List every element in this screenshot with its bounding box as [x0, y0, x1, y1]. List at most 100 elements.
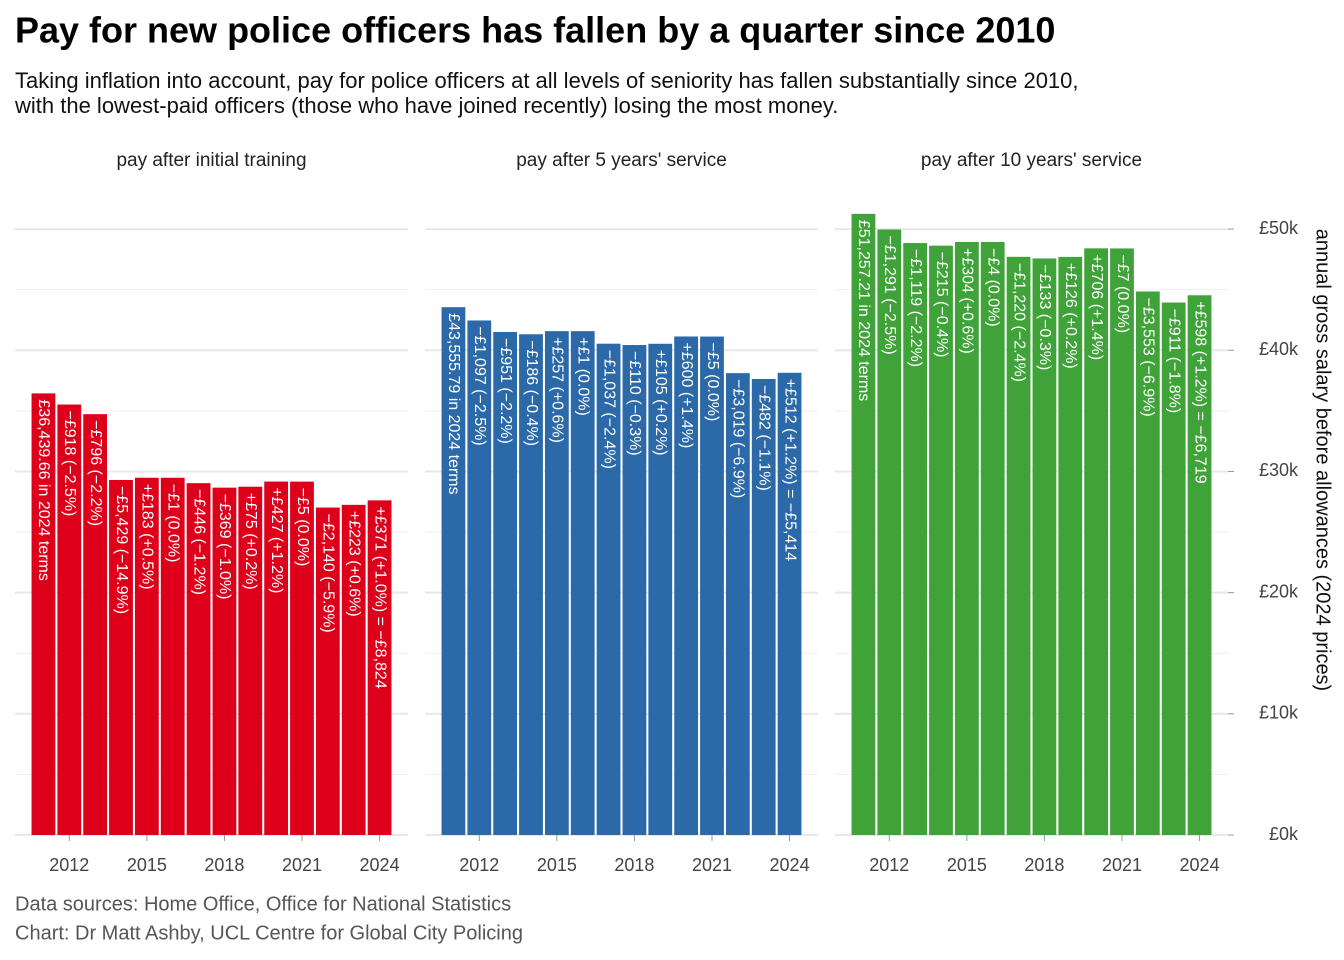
bar-label: −£1,037 (−2.4%) [600, 350, 617, 469]
y-tick-label: £0k [1269, 824, 1299, 844]
bar [160, 477, 185, 835]
bar [980, 242, 1005, 835]
bar [264, 481, 289, 835]
bar [1006, 256, 1031, 836]
bar [493, 331, 518, 835]
bar-label: −£4 (0.0%) [984, 248, 1001, 327]
x-tick-label: 2018 [614, 855, 654, 875]
bar [903, 243, 928, 836]
caption: Chart: Dr Matt Ashby, UCL Centre for Glo… [15, 922, 523, 944]
x-tick-label: 2021 [282, 855, 322, 875]
x-tick-label: 2024 [360, 855, 400, 875]
bar [1032, 258, 1057, 835]
bar-label: +£75 (+0.2%) [242, 493, 259, 590]
bar-label: +£183 (+0.5%) [139, 484, 156, 590]
x-tick-label: 2024 [1180, 855, 1220, 875]
bar-label: −£7 (0.0%) [1114, 254, 1131, 333]
facet-title: pay after initial training [116, 150, 306, 171]
bar [751, 378, 776, 835]
bar [519, 334, 543, 835]
bar [1135, 291, 1160, 836]
bar [441, 307, 466, 835]
bar [954, 241, 979, 835]
bar-label: +£371 (+1.0%) = −£8,824 [371, 506, 388, 688]
x-tick-label: 2015 [947, 855, 987, 875]
bar [83, 414, 108, 835]
subtitle: Taking inflation into account, pay for p… [15, 68, 1079, 93]
bar-label: −£951 (−2.2%) [497, 338, 514, 444]
bar-label: −£911 (−1.8%) [1165, 309, 1182, 414]
bar [109, 479, 133, 835]
bar-label: −£1,119 (−2.2%) [907, 249, 924, 367]
bar [238, 486, 263, 835]
bar [1161, 302, 1186, 835]
x-tick-label: 2021 [692, 855, 732, 875]
bar-label: +£257 (+0.6%) [549, 337, 566, 443]
bar [134, 477, 159, 835]
y-tick-label: £10k [1259, 703, 1299, 723]
bar-label: −£1,291 (−2.5%) [881, 235, 898, 354]
bar-label: −£3,553 (−6.9%) [1140, 297, 1157, 416]
y-tick-label: £20k [1259, 581, 1299, 601]
bar [315, 507, 340, 835]
bar-label: −£110 (−0.3%) [626, 351, 643, 456]
bar-label: +£598 (+1.2%) = −£6,719 [1191, 301, 1208, 483]
bar-label: −£446 (−1.2%) [190, 489, 207, 595]
bar [877, 229, 902, 835]
bar-label: −£5,429 (−14.9%) [113, 486, 130, 614]
y-tick-label: £50k [1259, 218, 1299, 238]
bar-label: +£126 (+0.2%) [1062, 263, 1079, 369]
bar-label: −£2,140 (−5.9%) [320, 514, 337, 633]
bar-label: +£223 (+0.6%) [345, 511, 362, 617]
bar-label: +£105 (+0.2%) [652, 350, 669, 456]
bar [648, 343, 673, 835]
bar [1084, 248, 1109, 836]
bar [1058, 256, 1083, 836]
bar [674, 336, 699, 835]
bar [212, 487, 237, 835]
bar-label: −£1,097 (−2.5%) [471, 326, 488, 445]
bar-label: −£133 (−0.3%) [1036, 264, 1053, 370]
x-tick-label: 2012 [869, 855, 909, 875]
chart-title: Pay for new police officers has fallen b… [15, 10, 1055, 51]
bar-label: −£1 (0.0%) [164, 484, 181, 563]
bar [570, 331, 595, 835]
bar-label: £51,257.21 in 2024 terms [855, 220, 872, 401]
bar-label: +£304 (+0.6%) [959, 248, 976, 354]
bar-label: −£482 (−1.1%) [755, 385, 772, 491]
caption: Data sources: Home Office, Office for Na… [15, 893, 511, 915]
bar [341, 504, 366, 835]
bar-label: −£5 (0.0%) [704, 343, 721, 422]
x-tick-label: 2024 [770, 855, 810, 875]
bar-label: +£1 (0.0%) [574, 337, 591, 416]
bar [31, 393, 56, 835]
bar [596, 343, 621, 835]
bar [851, 213, 876, 835]
bar [1110, 248, 1134, 836]
bar-label: +£427 (+1.2%) [268, 488, 285, 594]
bar-label: +£706 (+1.4%) [1088, 254, 1105, 360]
bar-label: −£3,019 (−6.9%) [730, 379, 747, 498]
bar [700, 336, 724, 835]
bar [367, 500, 392, 835]
x-tick-label: 2012 [459, 855, 499, 875]
bar [1187, 295, 1212, 835]
bar [929, 245, 953, 835]
bar-label: −£796 (−2.2%) [87, 420, 104, 526]
bar [186, 483, 211, 835]
bar-label: −£215 (−0.4%) [933, 252, 950, 358]
y-tick-label: £30k [1259, 460, 1299, 480]
bar [622, 345, 647, 835]
x-tick-label: 2015 [127, 855, 167, 875]
x-tick-label: 2015 [537, 855, 577, 875]
bar-label: +£600 (+1.4%) [678, 343, 695, 449]
bar-label: −£186 (−0.4%) [523, 340, 540, 446]
bar-label: +£512 (+1.2%) = −£5,414 [781, 379, 798, 561]
bar [544, 331, 569, 835]
facet-title: pay after 10 years' service [921, 150, 1142, 171]
bar [777, 372, 802, 835]
subtitle: with the lowest-paid officers (those who… [14, 93, 838, 118]
bar-label: −£918 (−2.5%) [61, 411, 78, 517]
bar-label: £43,555.79 in 2024 terms [445, 313, 462, 494]
